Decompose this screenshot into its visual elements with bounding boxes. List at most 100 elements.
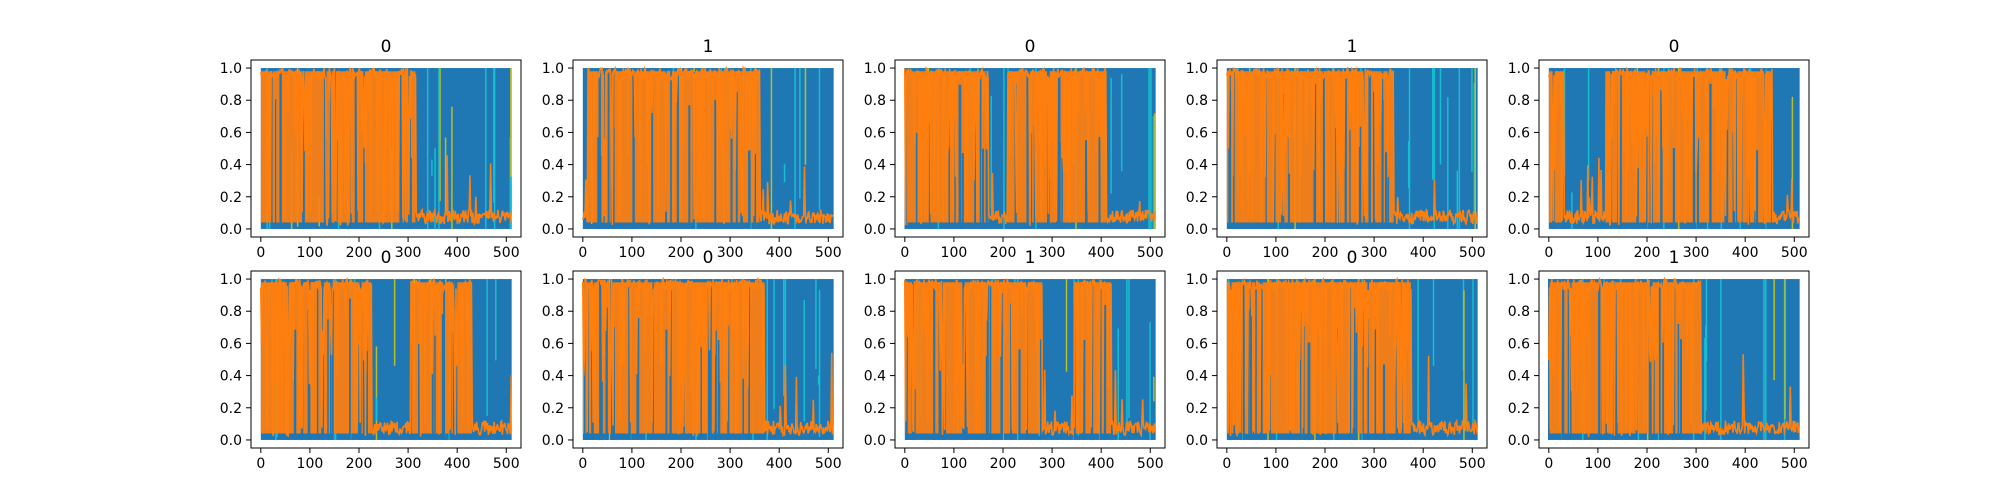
plot-area: [904, 277, 1156, 440]
x-tick-label: 0: [256, 245, 265, 261]
subplot-3: 0 100 200 300 400 500 0.0 0.2 0.4 0.6 0.8 1.0 0: [864, 37, 1166, 261]
subplot-7: 0 100 200 300 400 500 0.0 0.2 0.4 0.6 0.8 1.0 0: [542, 248, 844, 472]
plot-area: [582, 276, 834, 440]
y-tick-label: 0.4: [1508, 369, 1530, 385]
axes-frame: [1538, 59, 1810, 238]
x-tick-label: 100: [1263, 456, 1290, 472]
y-tick-label: 0.6: [1186, 125, 1208, 141]
x-tick-label: 300: [1039, 456, 1066, 472]
x-tick-label: 500: [493, 245, 520, 261]
y-tick-label: 0.6: [542, 336, 564, 352]
y-tick-label: 0.6: [220, 125, 242, 141]
axes-frame: [1216, 270, 1488, 449]
subplot-1: 0 100 200 300 400 500 0.0 0.2 0.4 0.6 0.8 1.0 0: [220, 37, 522, 261]
x-tick-label: 0: [578, 245, 587, 261]
x-tick-label: 500: [1459, 245, 1486, 261]
subplot-title: 0: [1669, 37, 1680, 57]
plot-area: [1548, 66, 1800, 229]
y-tick-label: 0.4: [1508, 158, 1530, 174]
y-tick-label: 0.4: [864, 158, 886, 174]
y-tick-label: 0.8: [1186, 93, 1208, 109]
subplot-title: 1: [1025, 248, 1036, 268]
subplot-title: 1: [703, 37, 714, 57]
axes-frame: [572, 270, 844, 449]
x-tick-label: 100: [941, 456, 968, 472]
x-tick-label: 400: [1732, 456, 1759, 472]
x-tick-label: 200: [990, 245, 1017, 261]
x-tick-label: 0: [256, 456, 265, 472]
y-tick-label: 0.0: [864, 433, 886, 449]
x-tick-label: 100: [297, 245, 324, 261]
x-tick-label: 0: [1222, 456, 1231, 472]
x-tick-label: 100: [1585, 456, 1612, 472]
y-tick-label: 0.2: [542, 190, 564, 206]
y-tick-label: 0.6: [542, 125, 564, 141]
series-orange-line: [582, 65, 834, 225]
x-tick-label: 200: [668, 456, 695, 472]
x-tick-label: 400: [766, 245, 793, 261]
x-tick-label: 200: [346, 245, 373, 261]
y-tick-label: 0.8: [220, 93, 242, 109]
y-tick-label: 0.6: [1508, 336, 1530, 352]
y-tick-label: 0.2: [1186, 190, 1208, 206]
x-tick-label: 400: [766, 456, 793, 472]
y-tick-label: 0.4: [1186, 369, 1208, 385]
y-tick-label: 0.0: [220, 433, 242, 449]
x-tick-label: 500: [1459, 456, 1486, 472]
subplot-title: 0: [1347, 248, 1358, 268]
y-tick-label: 0.2: [220, 190, 242, 206]
y-tick-label: 0.2: [864, 401, 886, 417]
y-tick-label: 0.0: [1186, 433, 1208, 449]
x-tick-label: 200: [1634, 245, 1661, 261]
axes-frame: [894, 270, 1166, 449]
x-tick-label: 500: [815, 456, 842, 472]
x-tick-label: 300: [717, 245, 744, 261]
y-tick-label: 0.0: [1508, 222, 1530, 238]
x-tick-label: 100: [941, 245, 968, 261]
plot-area: [260, 277, 512, 440]
subplot-title: 0: [381, 37, 392, 57]
subplot-title: 1: [1669, 248, 1680, 268]
y-tick-label: 0.0: [1508, 433, 1530, 449]
y-tick-label: 0.6: [220, 336, 242, 352]
y-tick-label: 0.6: [1186, 336, 1208, 352]
x-tick-label: 500: [493, 456, 520, 472]
x-tick-label: 0: [900, 245, 909, 261]
y-tick-label: 1.0: [864, 272, 886, 288]
subplot-title: 0: [1025, 37, 1036, 57]
y-tick-label: 0.8: [542, 93, 564, 109]
plot-area: [260, 67, 512, 229]
x-tick-label: 300: [717, 456, 744, 472]
subplot-9: 0 100 200 300 400 500 0.0 0.2 0.4 0.6 0.8 1.0 0: [1186, 248, 1488, 472]
y-tick-label: 0.4: [542, 158, 564, 174]
y-tick-label: 0.4: [1186, 158, 1208, 174]
y-tick-label: 0.2: [542, 401, 564, 417]
subplot-8: 0 100 200 300 400 500 0.0 0.2 0.4 0.6 0.8 1.0 1: [864, 248, 1166, 472]
y-tick-label: 1.0: [542, 61, 564, 77]
x-tick-label: 400: [444, 456, 471, 472]
y-tick-label: 0.4: [220, 369, 242, 385]
x-tick-label: 100: [1585, 245, 1612, 261]
axes-frame: [250, 270, 522, 449]
x-tick-label: 100: [297, 456, 324, 472]
series-orange-line: [904, 277, 1156, 439]
x-tick-label: 200: [1312, 456, 1339, 472]
y-tick-label: 1.0: [1186, 272, 1208, 288]
y-tick-label: 0.2: [1186, 401, 1208, 417]
subplot-10: 0 100 200 300 400 500 0.0 0.2 0.4 0.6 0.8 1.0 1: [1508, 248, 1810, 472]
y-tick-label: 1.0: [542, 272, 564, 288]
y-tick-label: 0.8: [864, 304, 886, 320]
series-orange-line: [1548, 276, 1800, 437]
x-tick-label: 200: [668, 245, 695, 261]
x-tick-label: 200: [1312, 245, 1339, 261]
y-tick-label: 0.0: [542, 433, 564, 449]
x-tick-label: 300: [1683, 456, 1710, 472]
subplot-2: 0 100 200 300 400 500 0.0 0.2 0.4 0.6 0.8 1.0 1: [542, 37, 844, 261]
y-tick-label: 0.6: [864, 125, 886, 141]
axes-frame: [894, 59, 1166, 238]
x-tick-label: 300: [395, 456, 422, 472]
y-tick-label: 1.0: [220, 61, 242, 77]
y-tick-label: 0.8: [1508, 304, 1530, 320]
